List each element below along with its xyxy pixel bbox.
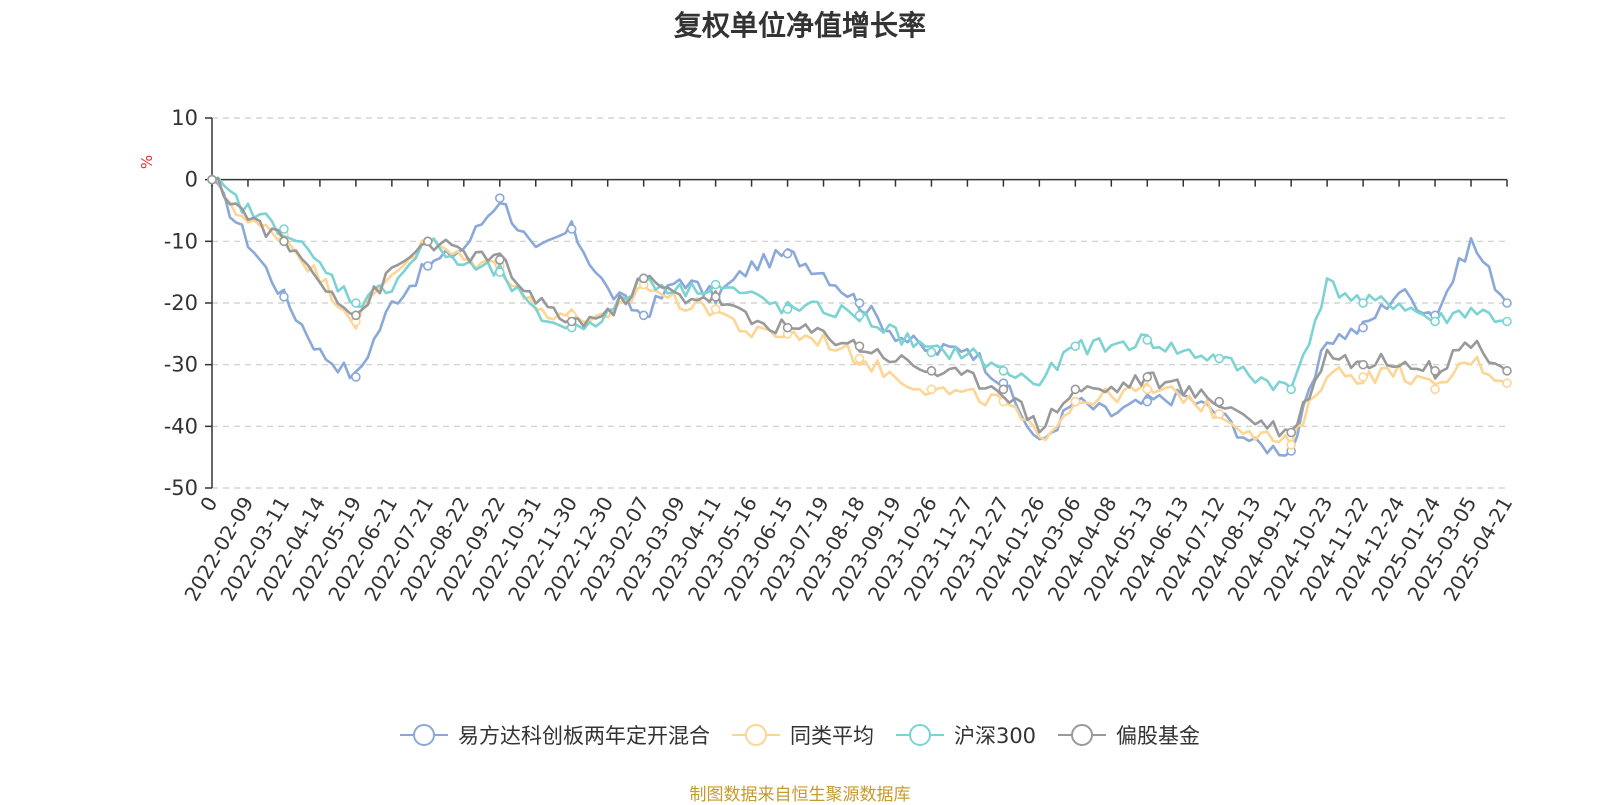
x-axis: 02022-02-092022-03-112022-04-142022-05-1… (179, 178, 1517, 605)
series-point-2 (926, 347, 937, 358)
legend-label: 偏股基金 (1116, 724, 1201, 748)
series-point-3 (854, 341, 865, 351)
y-axis: 10 0 -10 -20 -30 -40 -50 (164, 106, 213, 500)
legend-label: 易方达科创板两年定开混合 (457, 724, 710, 748)
series-point-3 (566, 316, 577, 327)
series-point-1 (1286, 440, 1296, 450)
series-point-3 (1214, 396, 1225, 407)
y-tick-label: -30 (164, 353, 198, 377)
series-point-0 (279, 292, 289, 302)
series-point-0 (494, 193, 505, 203)
series-point-2 (279, 224, 289, 234)
series-point-1 (1430, 384, 1440, 395)
y-tick-label: -10 (164, 229, 198, 253)
series-point-3 (207, 174, 217, 185)
series-point-3 (1286, 427, 1296, 438)
x-tick-label: 0 (195, 493, 222, 516)
series-point-2 (1358, 298, 1368, 308)
series-point-3 (423, 236, 433, 247)
legend-label: 同类平均 (789, 724, 874, 748)
chart-plot: 10 0 -10 -20 -30 -40 -50 02022-02-092022-03-11… (138, 106, 1517, 605)
series-point-3 (710, 292, 721, 302)
grid-lines (212, 117, 1507, 489)
series-point-3 (1430, 366, 1440, 376)
series-point-3 (998, 384, 1009, 395)
series-point-0 (566, 224, 577, 234)
series-point-3 (1142, 372, 1153, 382)
y-tick-label: 10 (171, 106, 198, 130)
legend-marker-icon (731, 723, 780, 747)
legend-item-0[interactable]: 易方达科创板两年定开混合 (399, 720, 710, 750)
series-point-0 (782, 248, 793, 259)
series-point-1 (926, 384, 937, 395)
series-point-2 (351, 298, 361, 308)
series-point-2 (1430, 316, 1440, 327)
series-point-1 (1214, 409, 1225, 419)
series-point-2 (1142, 335, 1153, 345)
y-tick-label: 0 (185, 168, 198, 192)
series-point-3 (351, 310, 361, 321)
series-point-0 (1142, 396, 1153, 407)
series-point-3 (782, 322, 793, 333)
series-point-0 (423, 261, 433, 271)
series-point-2 (710, 279, 721, 290)
legend-item-3[interactable]: 偏股基金 (1058, 720, 1200, 750)
series-point-0 (1502, 298, 1512, 308)
series-point-2 (494, 267, 505, 277)
data-source-note: 制图数据来自恒生聚源数据库 (689, 785, 911, 805)
series-point-1 (1358, 372, 1368, 382)
series-point-3 (926, 366, 937, 376)
series-point-3 (1070, 384, 1081, 395)
y-tick-label: -20 (164, 291, 198, 315)
series-lines (207, 174, 1512, 457)
series-point-0 (854, 298, 865, 308)
series-point-2 (782, 304, 793, 314)
y-tick-label: -40 (164, 414, 198, 438)
series-point-1 (1070, 396, 1081, 407)
series-point-3 (1502, 366, 1512, 376)
legend-marker-icon (1058, 723, 1107, 747)
y-tick-label: -50 (164, 476, 198, 500)
series-point-1 (854, 353, 865, 364)
series-point-2 (1286, 384, 1296, 395)
series-point-3 (1358, 359, 1368, 370)
legend-marker-icon (895, 723, 944, 747)
legend-item-2[interactable]: 沪深300 (895, 720, 1037, 750)
legend-label: 沪深300 (953, 724, 1037, 748)
series-point-2 (1070, 341, 1081, 351)
legend-item-1[interactable]: 同类平均 (731, 720, 874, 750)
series-point-2 (1214, 353, 1225, 364)
series-point-2 (854, 310, 865, 321)
y-axis-label: % (138, 155, 156, 169)
series-point-0 (351, 372, 361, 382)
chart-title: 复权单位净值增长率 (673, 9, 926, 42)
series-point-0 (638, 310, 649, 321)
series-point-3 (279, 236, 289, 247)
series-point-2 (1502, 316, 1512, 327)
series-point-1 (710, 304, 721, 314)
series-point-0 (1358, 322, 1368, 333)
series-point-3 (638, 273, 649, 284)
series-point-3 (494, 255, 505, 265)
legend-marker-icon (399, 723, 448, 747)
series-point-1 (1502, 378, 1512, 388)
series-point-1 (1142, 384, 1153, 395)
legend: 易方达科创板两年定开混合 同类平均 沪深300 偏股基金 (0, 720, 1600, 750)
series-point-2 (998, 366, 1009, 376)
